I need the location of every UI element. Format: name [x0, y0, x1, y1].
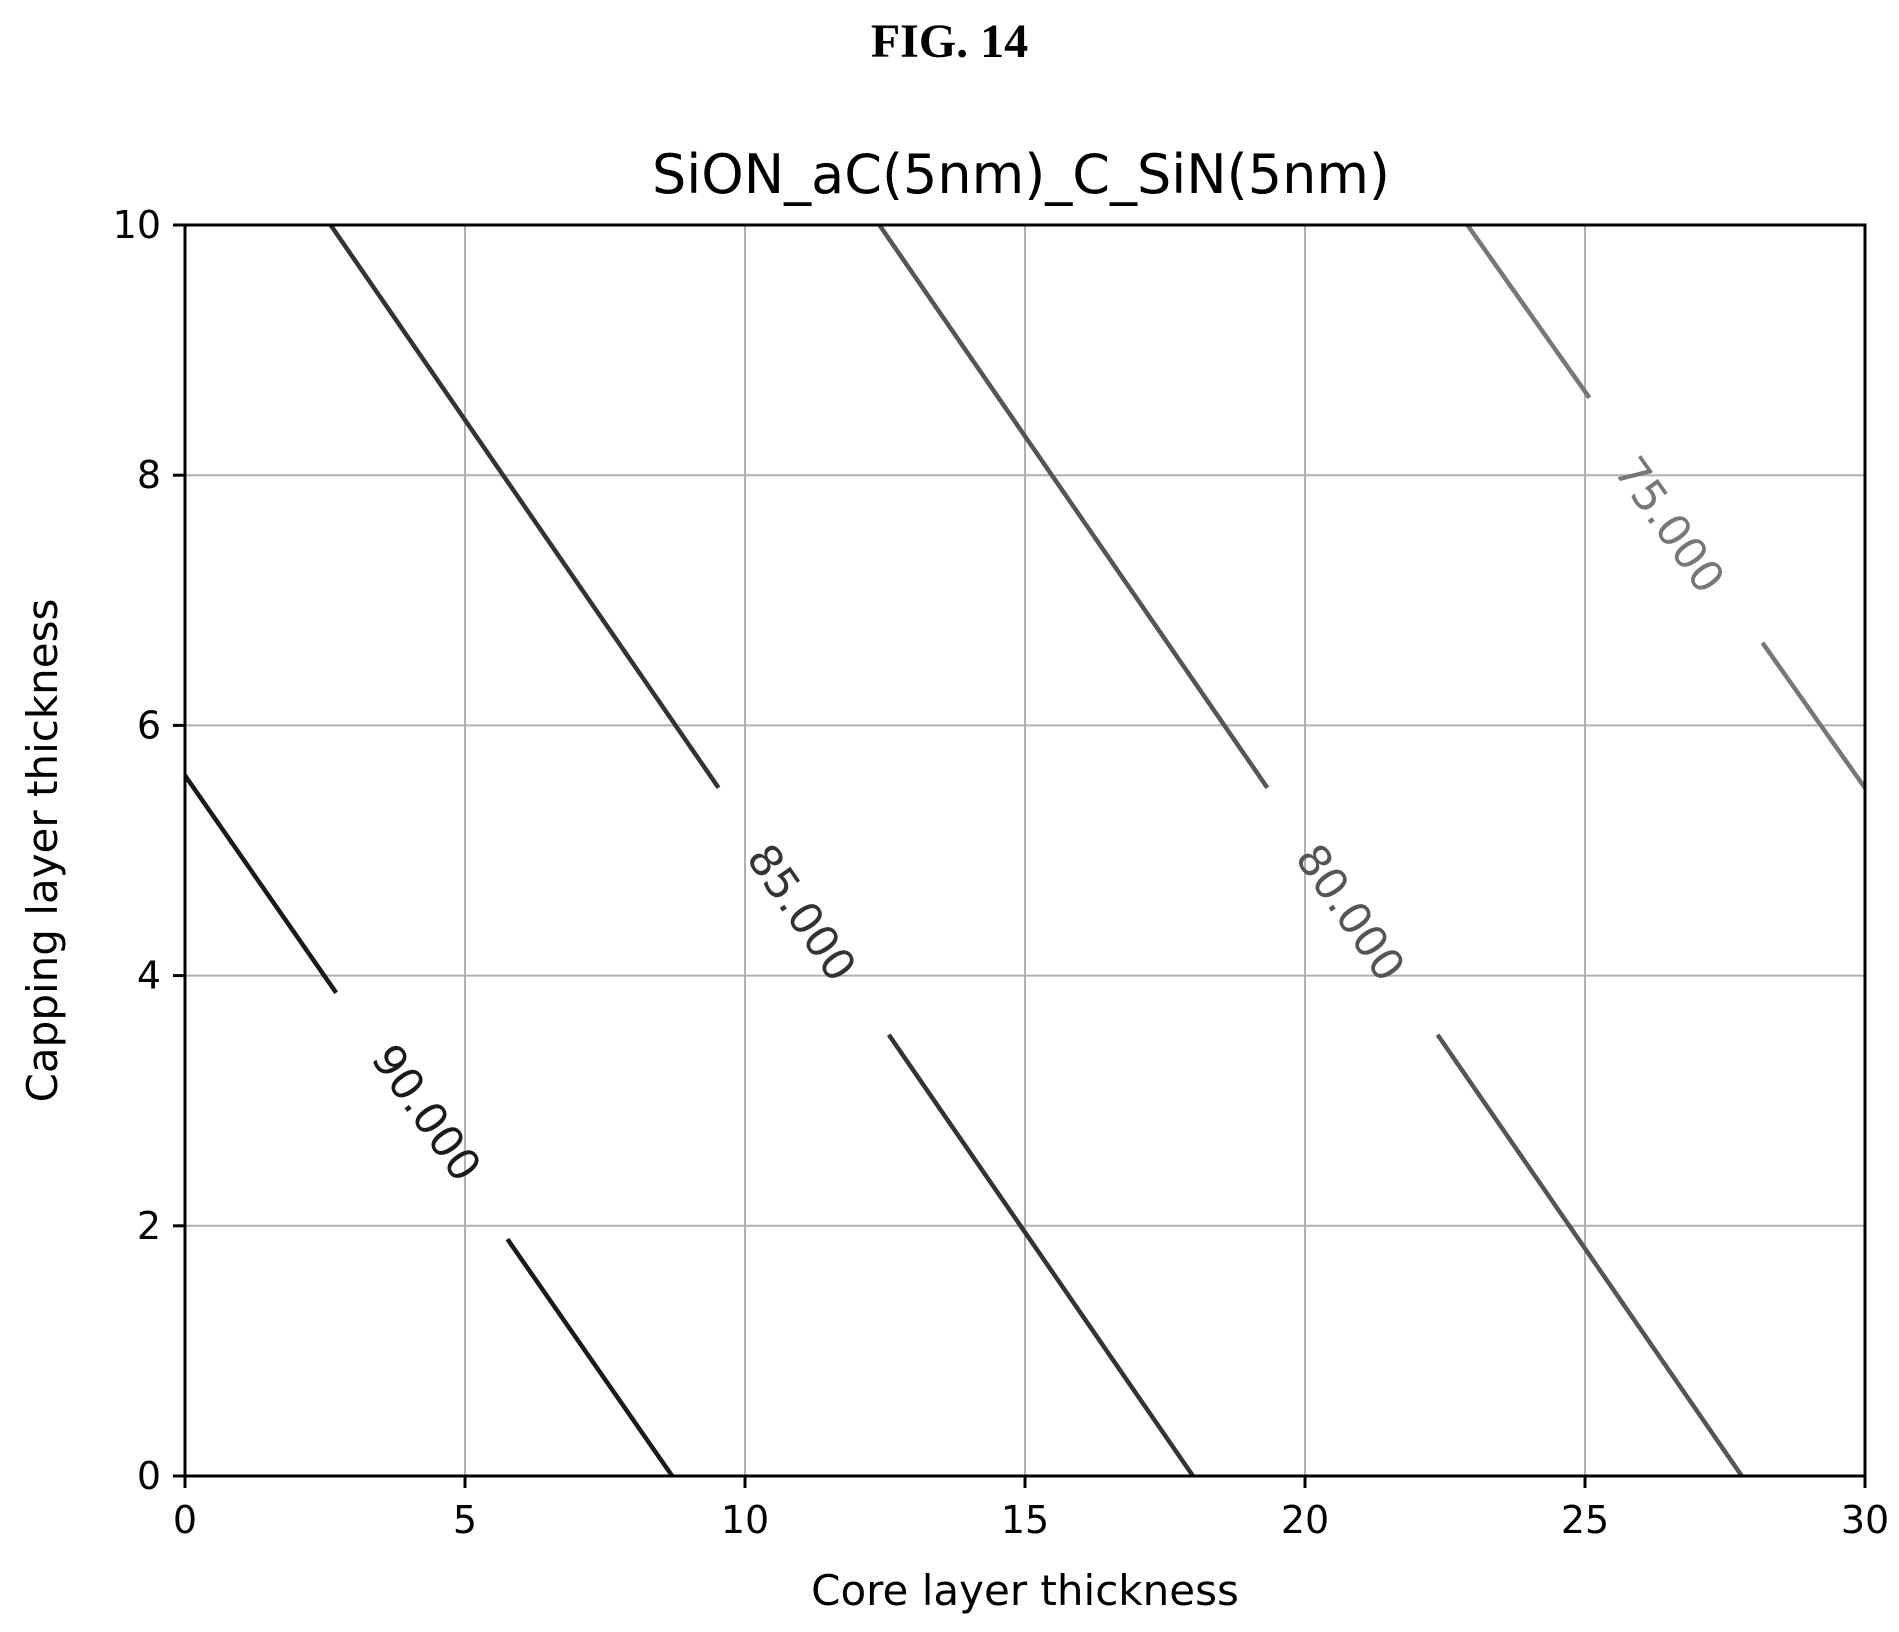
contour-segment: [1435, 1033, 1744, 1478]
y-tick-label: 2: [137, 1204, 161, 1248]
x-axis-label: Core layer thickness: [811, 1566, 1239, 1615]
contour-75.000: 75.000: [1465, 223, 1867, 790]
x-tick-label: 20: [1281, 1498, 1329, 1542]
contour-label: 90.000: [361, 1035, 491, 1191]
contour-segment: [183, 774, 339, 995]
figure-label: FIG. 14: [870, 15, 1029, 68]
y-tick-label: 4: [137, 954, 161, 998]
contour-segment: [1760, 641, 1867, 790]
chart-title: SiON_aC(5nm)_C_SiN(5nm): [652, 143, 1390, 206]
contour-90.000: 90.000: [183, 774, 675, 1478]
contour-segment: [1465, 223, 1592, 400]
y-tick-label: 0: [137, 1454, 161, 1498]
x-tick-label: 30: [1841, 1498, 1889, 1542]
contour-80.000: 80.000: [877, 223, 1744, 1478]
y-axis-label: Capping layer thickness: [18, 599, 67, 1103]
contour-segment: [328, 223, 721, 789]
contour-segment: [505, 1237, 675, 1478]
axis-ticks: 0 5 10 15 20 25 30 0 2 4 6 8 10: [113, 203, 1890, 1542]
contour-85.000: 85.000: [328, 223, 1195, 1478]
x-tick-label: 5: [453, 1498, 477, 1542]
y-tick-label: 10: [113, 203, 161, 247]
x-tick-label: 25: [1561, 1498, 1609, 1542]
y-tick-label: 8: [137, 453, 161, 497]
contour-label: 85.000: [736, 835, 865, 991]
contour-segment: [877, 223, 1270, 789]
y-tick-label: 6: [137, 703, 161, 747]
x-tick-label: 10: [721, 1498, 769, 1542]
contour-segment: [886, 1033, 1195, 1478]
x-tick-label: 15: [1001, 1498, 1049, 1542]
x-tick-label: 0: [173, 1498, 197, 1542]
contour-label: 75.000: [1604, 448, 1734, 603]
